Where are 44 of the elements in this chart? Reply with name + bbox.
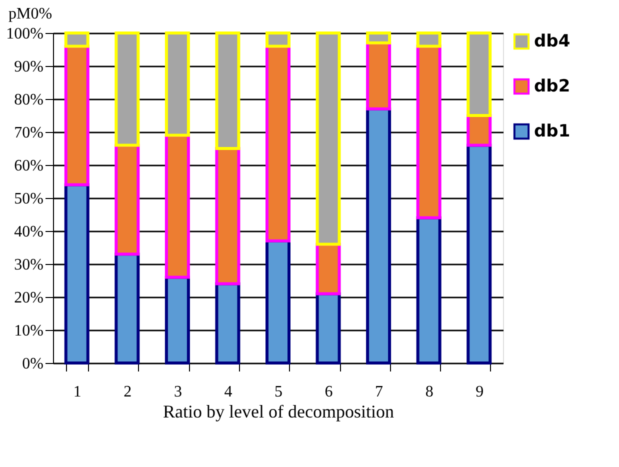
y-tick-label: 60%	[14, 158, 44, 174]
y-axis-title: pM0%	[8, 6, 52, 22]
bar	[316, 292, 341, 364]
x-tick-label: 1	[73, 384, 82, 400]
legend-label: db1	[534, 122, 570, 142]
bar	[416, 32, 442, 48]
bar	[64, 32, 90, 48]
y-tick-label: 20%	[14, 290, 44, 306]
x-tick-label: 9	[476, 384, 484, 400]
y-tick-label: 90%	[14, 58, 44, 76]
bar	[114, 32, 140, 147]
x-tick-label: 8	[425, 384, 434, 400]
bar	[466, 144, 492, 364]
y-tick-label: 30%	[14, 256, 44, 274]
bar	[416, 44, 442, 220]
bar	[316, 242, 341, 296]
x-tick-label: 4	[224, 384, 232, 400]
bar	[215, 147, 240, 286]
x-axis-title: Ratio by level of decomposition	[163, 402, 394, 422]
y-tick-label: 100%	[6, 26, 44, 42]
bar	[164, 32, 190, 137]
bar	[266, 32, 290, 48]
bar	[114, 252, 140, 364]
y-tick-label: 80%	[14, 92, 44, 108]
y-tick-label: 0%	[22, 356, 44, 372]
bar	[215, 32, 240, 150]
bar	[466, 32, 492, 117]
x-tick-label: 6	[324, 384, 333, 400]
y-tick-label: 70%	[14, 124, 44, 142]
bar	[466, 114, 492, 147]
bar	[366, 32, 392, 44]
bar	[64, 44, 90, 186]
bar	[164, 276, 190, 364]
x-tick-label: 2	[124, 384, 132, 400]
x-tick-label: 3	[174, 384, 182, 400]
x-tick-label: 5	[274, 384, 282, 400]
legend-label: db4	[534, 32, 570, 52]
bar	[114, 144, 140, 256]
y-tick-label: 50%	[14, 190, 44, 208]
legend-label: db2	[534, 76, 570, 96]
y-tick-label: 40%	[14, 224, 44, 240]
x-tick-label: 7	[375, 384, 384, 400]
bar	[316, 32, 341, 246]
y-tick-label: 10%	[14, 322, 44, 340]
